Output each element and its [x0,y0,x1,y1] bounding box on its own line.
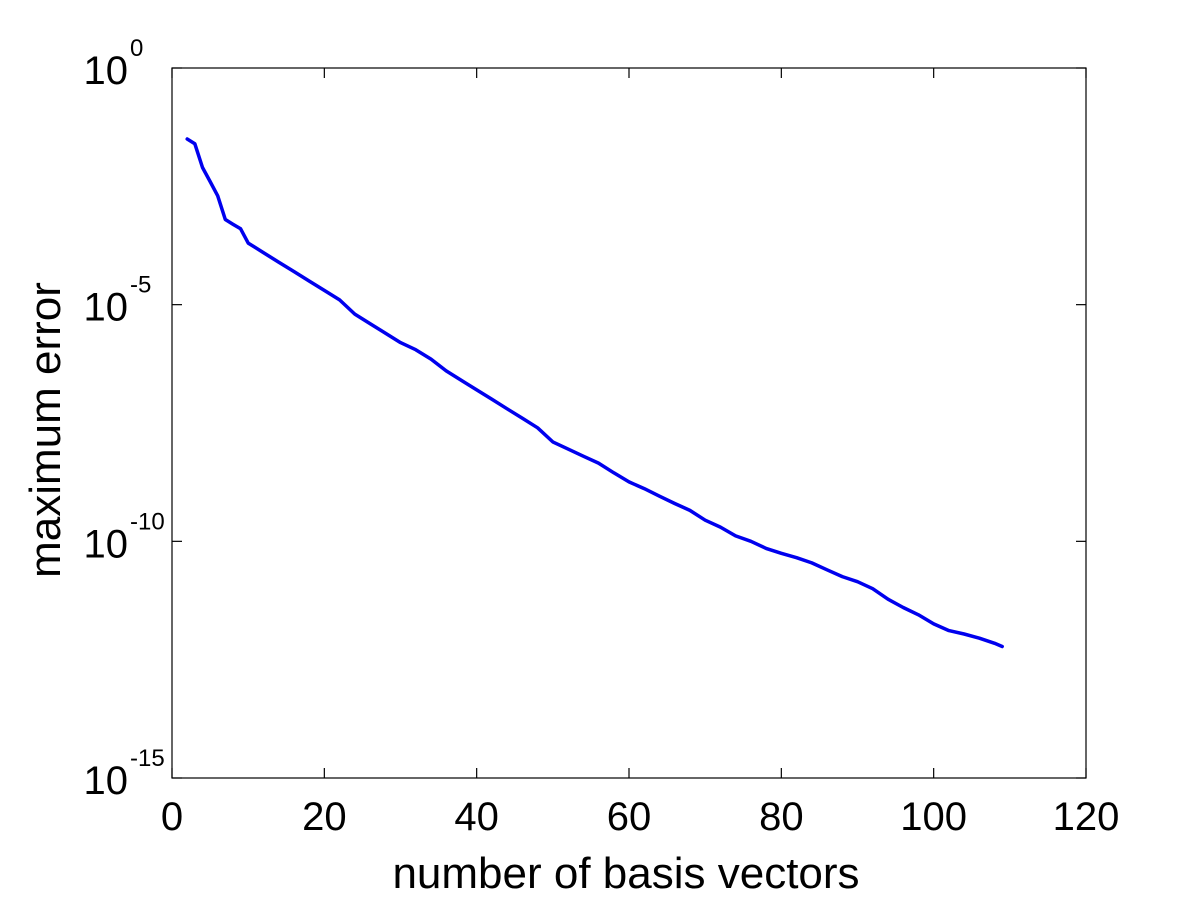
x-axis-label: number of basis vectors [392,849,859,898]
y-tick-label: 10 [84,522,129,566]
series-line [185,137,1004,649]
y-tick-exponent: -15 [130,745,165,772]
x-axis-ticks: 0 20 40 60 80 100 120 [161,68,1120,839]
y-tick-label: 10 [84,286,129,330]
x-tick-label: 120 [1053,795,1120,839]
x-tick-label: 80 [759,795,804,839]
plot-frame [171,67,1087,779]
y-tick-exponent: -10 [130,508,165,535]
y-tick-label: 10 [84,49,129,93]
y-tick-exponent: -5 [130,272,151,299]
y-axis-label: maximum error [21,282,70,578]
x-tick-label: 0 [161,795,183,839]
y-tick-exponent: 0 [130,35,143,62]
x-tick-label: 60 [607,795,652,839]
x-tick-label: 20 [302,795,347,839]
x-tick-label: 100 [900,795,967,839]
y-tick-label: 10 [84,759,129,803]
x-tick-label: 40 [454,795,499,839]
